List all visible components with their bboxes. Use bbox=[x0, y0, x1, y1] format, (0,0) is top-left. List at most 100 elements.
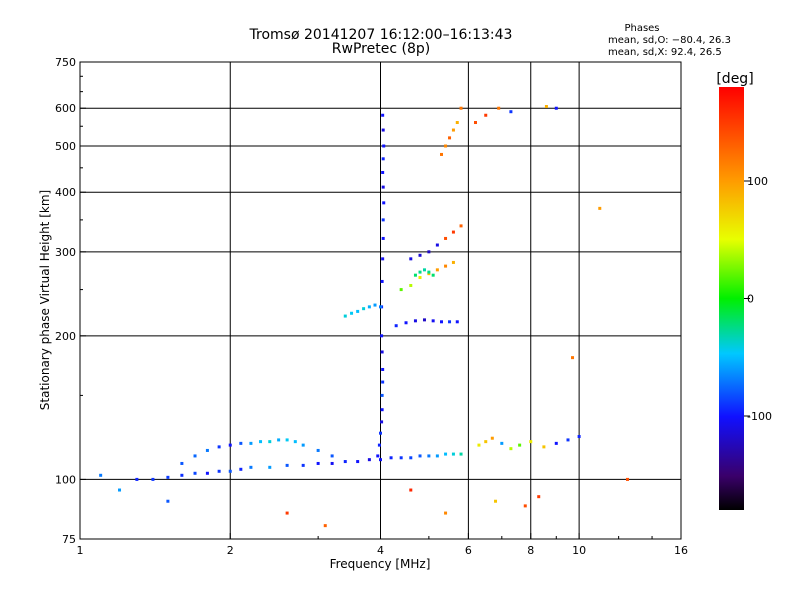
data-point bbox=[259, 440, 263, 444]
data-point bbox=[239, 441, 243, 445]
data-point bbox=[382, 144, 386, 148]
y-tick-label: 75 bbox=[62, 533, 76, 546]
data-point bbox=[435, 454, 439, 458]
data-point bbox=[380, 279, 384, 283]
data-point bbox=[367, 305, 371, 309]
colorbar-ticks: 100 0 -100 bbox=[744, 175, 772, 423]
data-point bbox=[427, 250, 431, 254]
data-point bbox=[440, 320, 444, 324]
data-point bbox=[381, 367, 385, 371]
y-tick-label: 100 bbox=[55, 473, 76, 486]
data-point bbox=[409, 456, 413, 460]
data-point bbox=[166, 499, 170, 503]
data-point bbox=[381, 218, 385, 222]
data-point bbox=[444, 264, 448, 268]
stats-x-line: mean, sd,X: 92.4, 26.5 bbox=[608, 47, 722, 58]
data-point bbox=[427, 270, 431, 274]
data-point bbox=[431, 273, 435, 277]
data-point bbox=[394, 324, 398, 328]
data-point bbox=[494, 499, 498, 503]
data-point bbox=[451, 260, 455, 264]
data-point bbox=[180, 473, 184, 477]
x-tick-label: 10 bbox=[572, 544, 586, 557]
data-point bbox=[379, 305, 382, 309]
data-point bbox=[301, 463, 305, 467]
data-point bbox=[459, 224, 463, 228]
data-point bbox=[380, 408, 384, 412]
data-point bbox=[440, 152, 444, 156]
data-point bbox=[444, 452, 448, 456]
data-points bbox=[99, 105, 629, 528]
data-point bbox=[422, 268, 426, 272]
data-point bbox=[380, 393, 384, 397]
data-point bbox=[389, 456, 393, 460]
data-point bbox=[382, 201, 386, 205]
data-point bbox=[268, 440, 272, 444]
data-point bbox=[381, 128, 385, 132]
data-point bbox=[381, 170, 385, 174]
axis-ticks bbox=[79, 61, 682, 540]
data-point bbox=[459, 452, 463, 456]
data-point bbox=[379, 431, 382, 435]
y-tick-label: 750 bbox=[55, 56, 76, 69]
data-point bbox=[118, 488, 122, 492]
data-point bbox=[554, 106, 558, 110]
data-point bbox=[448, 320, 452, 324]
data-point bbox=[356, 309, 360, 313]
data-point bbox=[373, 303, 377, 307]
x-tick-label: 4 bbox=[377, 544, 384, 557]
y-tick-labels: 75 100 200 300 400 500 600 750 bbox=[55, 56, 76, 546]
colorbar bbox=[719, 87, 744, 510]
data-point bbox=[427, 454, 431, 458]
data-point bbox=[151, 477, 155, 481]
data-point bbox=[497, 106, 501, 110]
data-point bbox=[409, 257, 413, 261]
x-axis-label: Frequency [MHz] bbox=[330, 557, 431, 571]
data-point bbox=[377, 443, 381, 447]
y-tick-label: 400 bbox=[55, 186, 76, 199]
data-point bbox=[418, 276, 422, 280]
data-point bbox=[490, 436, 494, 440]
data-point bbox=[380, 350, 384, 354]
data-point bbox=[518, 443, 522, 447]
data-point bbox=[484, 440, 488, 444]
data-point bbox=[323, 524, 327, 528]
data-point bbox=[422, 318, 426, 322]
data-point bbox=[404, 321, 408, 325]
data-point bbox=[380, 420, 384, 424]
data-point bbox=[99, 473, 103, 477]
data-point bbox=[625, 477, 629, 481]
data-point bbox=[409, 283, 413, 287]
data-point bbox=[293, 440, 297, 444]
data-point bbox=[217, 469, 221, 473]
x-tick-label: 2 bbox=[227, 544, 234, 557]
data-point bbox=[376, 454, 380, 458]
data-point bbox=[554, 441, 558, 445]
data-point bbox=[413, 273, 417, 277]
data-point bbox=[409, 488, 413, 492]
data-point bbox=[451, 230, 455, 234]
data-point bbox=[381, 380, 385, 384]
data-point bbox=[362, 307, 366, 311]
data-point bbox=[381, 113, 385, 117]
data-point bbox=[427, 272, 431, 276]
data-point bbox=[285, 511, 289, 515]
data-point bbox=[399, 288, 403, 292]
data-point bbox=[418, 253, 422, 257]
y-tick-label: 300 bbox=[55, 246, 76, 259]
y-tick-label: 500 bbox=[55, 140, 76, 153]
data-point bbox=[571, 356, 575, 360]
data-point bbox=[435, 243, 439, 247]
data-point bbox=[444, 511, 448, 515]
y-tick-label: 200 bbox=[55, 330, 76, 343]
data-point bbox=[249, 441, 253, 445]
data-point bbox=[455, 320, 459, 324]
data-point bbox=[484, 113, 488, 117]
data-point bbox=[381, 236, 385, 240]
data-point bbox=[542, 445, 546, 449]
data-point bbox=[459, 106, 463, 110]
data-point bbox=[451, 452, 455, 456]
data-point bbox=[381, 185, 385, 189]
data-point bbox=[193, 454, 197, 458]
data-point bbox=[367, 458, 371, 462]
